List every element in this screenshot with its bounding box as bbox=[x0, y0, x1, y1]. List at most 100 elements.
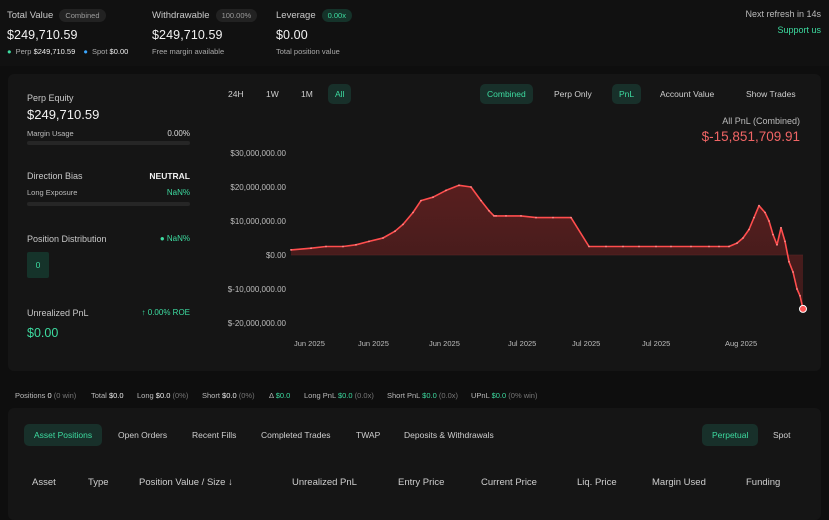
y-tick-label: $-20,000,000.00 bbox=[227, 319, 286, 328]
y-tick-label: $-10,000,000.00 bbox=[227, 285, 286, 294]
x-tick-label: Aug 2025 bbox=[725, 339, 758, 348]
tab-completed-trades[interactable]: Completed Trades bbox=[261, 430, 331, 440]
x-tick-label: Jun 2025 bbox=[358, 339, 389, 348]
pnl-point bbox=[432, 196, 434, 199]
long-stat: Long $0.0 (0%) bbox=[137, 391, 189, 400]
pnl-point bbox=[394, 230, 396, 233]
pnl-summary-value: $-15,851,709.91 bbox=[701, 129, 800, 144]
pnl-chart bbox=[290, 184, 807, 313]
leverage-stat: Leverage 0.00x $0.00 Total position valu… bbox=[276, 9, 352, 56]
range-tab-1w[interactable]: 1W bbox=[266, 89, 279, 99]
pnl-point bbox=[505, 215, 507, 217]
x-tick-label: Jun 2025 bbox=[294, 339, 325, 348]
col-header-type[interactable]: Type bbox=[88, 477, 109, 488]
metric-tab-pnl[interactable]: PnL bbox=[612, 84, 642, 104]
spot-value: $0.00 bbox=[109, 47, 129, 56]
pnl-point bbox=[412, 211, 414, 214]
y-tick-label: $10,000,000.00 bbox=[230, 217, 286, 226]
market-tab-spot[interactable]: Spot bbox=[773, 430, 791, 440]
col-header-entry-price[interactable]: Entry Price bbox=[398, 477, 445, 488]
y-tick-label: $0.00 bbox=[265, 251, 286, 260]
pnl-point bbox=[488, 209, 490, 212]
tab-asset-positions[interactable]: Asset Positions bbox=[24, 424, 103, 446]
spot-label: Spot bbox=[92, 47, 108, 56]
view-tab-perp-only[interactable]: Perp Only bbox=[554, 89, 592, 99]
tab-recent-fills[interactable]: Recent Fills bbox=[192, 430, 237, 440]
x-tick-label: Jul 2025 bbox=[642, 339, 671, 348]
pnl-point bbox=[402, 223, 404, 226]
pnl-point bbox=[796, 288, 798, 290]
pnl-point bbox=[780, 226, 782, 229]
pnl-point bbox=[480, 199, 482, 202]
short-stat: Short $0.0 (0%) bbox=[202, 391, 255, 400]
range-tab-all[interactable]: All bbox=[328, 84, 352, 104]
perp-equity-value: $249,710.59 bbox=[27, 107, 100, 122]
pnl-point bbox=[458, 184, 460, 187]
pnl-point bbox=[495, 215, 497, 217]
support-link[interactable]: Support us bbox=[777, 25, 821, 35]
withdrawable-label: Withdrawable bbox=[152, 10, 210, 21]
withdrawable-sub: Free margin available bbox=[152, 47, 225, 56]
pnl-point bbox=[535, 216, 537, 219]
unrealized-pnl-label: Unrealized PnL bbox=[27, 308, 89, 318]
long-pnl-stat: Long PnL $0.0 (0.0x) bbox=[304, 391, 374, 400]
pnl-point bbox=[776, 243, 778, 246]
col-header-position-value[interactable]: Position Value / Size ↓ bbox=[139, 477, 233, 488]
pnl-point bbox=[768, 220, 770, 222]
margin-usage-bar bbox=[27, 141, 190, 145]
pnl-point bbox=[655, 245, 657, 248]
metric-tab-account-value[interactable]: Account Value bbox=[660, 89, 715, 99]
positions-stats-strip: Positions 0 (0 win) Total $0.0 Long $0.0… bbox=[0, 388, 829, 404]
x-tick-label: Jun 2025 bbox=[429, 339, 460, 348]
tab-open-orders[interactable]: Open Orders bbox=[118, 430, 168, 440]
roe-value: ↑ 0.00% ROE bbox=[141, 308, 190, 317]
pnl-point bbox=[588, 245, 590, 248]
position-distribution-label: Position Distribution bbox=[27, 234, 107, 244]
margin-usage-row: Margin Usage 0.00% bbox=[27, 129, 190, 138]
col-header-current-price[interactable]: Current Price bbox=[481, 477, 537, 488]
col-header-margin-used[interactable]: Margin Used bbox=[652, 477, 706, 488]
position-count-box: 0 bbox=[27, 252, 49, 278]
perp-label: Perp bbox=[15, 47, 32, 56]
col-header-asset[interactable]: Asset bbox=[32, 477, 56, 488]
positions-stat: Positions 0 (0 win) bbox=[15, 391, 77, 400]
direction-bias-row: Direction Bias NEUTRAL bbox=[27, 171, 190, 181]
pnl-point bbox=[742, 237, 744, 239]
total-value-stat: Total Value Combined $249,710.59 ● Perp … bbox=[7, 9, 134, 56]
upnl-stat: UPnL $0.0 (0% win) bbox=[471, 391, 538, 400]
range-tab-1m[interactable]: 1M bbox=[301, 89, 313, 99]
long-exposure-value: NaN% bbox=[166, 188, 190, 197]
pnl-point bbox=[445, 189, 447, 192]
pnl-point bbox=[753, 216, 755, 219]
range-tab-24h[interactable]: 24H bbox=[228, 89, 244, 99]
pnl-point bbox=[638, 245, 640, 248]
pnl-point bbox=[368, 240, 370, 243]
total-value: $249,710.59 bbox=[7, 28, 78, 42]
tab-twap[interactable]: TWAP bbox=[356, 430, 381, 440]
col-header-liq-price[interactable]: Liq. Price bbox=[577, 477, 617, 488]
delta-stat: Δ $0.0 bbox=[269, 391, 291, 400]
pnl-point bbox=[728, 245, 730, 248]
y-tick-label: $30,000,000.00 bbox=[230, 149, 286, 158]
show-trades-button[interactable]: Show Trades bbox=[746, 89, 796, 99]
margin-usage-label: Margin Usage bbox=[27, 129, 74, 138]
account-summary-header: Total Value Combined $249,710.59 ● Perp … bbox=[0, 0, 829, 66]
market-tab-perpetual[interactable]: Perpetual bbox=[702, 424, 759, 446]
pnl-point bbox=[736, 242, 738, 245]
tab-deposits-withdrawals[interactable]: Deposits & Withdrawals bbox=[404, 430, 494, 440]
withdrawable-stat: Withdrawable 100.00% $249,710.59 Free ma… bbox=[152, 9, 258, 56]
pnl-point bbox=[310, 247, 312, 250]
withdrawable-value: $249,710.59 bbox=[152, 28, 223, 42]
pnl-point bbox=[764, 211, 766, 214]
pnl-point bbox=[325, 245, 327, 248]
view-tab-combined[interactable]: Combined bbox=[480, 84, 533, 104]
pnl-point bbox=[570, 216, 572, 219]
pnl-point bbox=[792, 271, 794, 273]
col-header-unrealized-pnl[interactable]: Unrealized PnL bbox=[292, 477, 357, 488]
pnl-last-point bbox=[799, 304, 807, 313]
unrealized-pnl-row: Unrealized PnL ↑ 0.00% ROE bbox=[27, 308, 190, 318]
pnl-point bbox=[670, 245, 672, 248]
col-header-funding[interactable]: Funding bbox=[746, 477, 781, 488]
perp-dot-icon: ● bbox=[7, 47, 12, 56]
total-value-label: Total Value bbox=[7, 10, 54, 21]
